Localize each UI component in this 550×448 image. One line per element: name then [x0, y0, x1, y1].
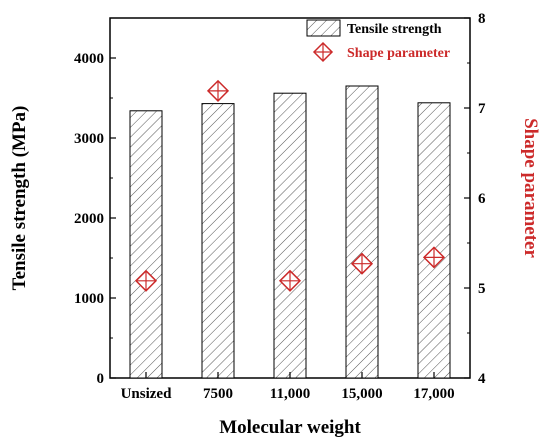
- point-group: [134, 79, 446, 292]
- x-tick-label-4: 17,000: [413, 386, 454, 402]
- bar-2: [273, 92, 307, 379]
- right-tick-label-3: 7: [478, 101, 486, 117]
- left-axis: 0 1000 2000 3000 4000: [74, 51, 116, 387]
- point-2: [278, 269, 302, 292]
- bar-4: [417, 102, 451, 379]
- left-tick-label-0: 0: [97, 371, 105, 387]
- right-tick-label-1: 5: [478, 281, 486, 297]
- legend-label-tensile-strength: Tensile strength: [347, 22, 442, 37]
- legend-marker-shape-parameter: [312, 41, 334, 63]
- point-3: [350, 252, 374, 275]
- bar-1: [201, 103, 235, 379]
- x-tick-label-2: 11,000: [270, 386, 310, 402]
- legend: Tensile strength Shape parameter: [306, 19, 450, 63]
- point-1: [206, 79, 230, 102]
- x-tick-label-3: 15,000: [341, 386, 382, 402]
- bar-group: [129, 85, 451, 379]
- bar-3: [345, 85, 379, 379]
- x-axis: Unsized 7500 11,000 15,000 17,000: [121, 372, 455, 402]
- left-tick-label-1: 1000: [74, 291, 104, 307]
- point-0: [134, 269, 158, 292]
- x-tick-label-0: Unsized: [121, 386, 172, 402]
- legend-label-shape-parameter: Shape parameter: [347, 46, 450, 61]
- left-tick-label-2: 2000: [74, 211, 104, 227]
- legend-swatch-tensile-strength: [306, 19, 341, 37]
- bar-0: [129, 110, 163, 379]
- point-4: [422, 246, 446, 269]
- y-axis-label-right: Shape parameter: [520, 118, 541, 258]
- x-tick-label-1: 7500: [203, 386, 233, 402]
- left-tick-label-4: 4000: [74, 51, 104, 67]
- right-tick-label-0: 4: [478, 371, 486, 387]
- left-tick-label-3: 3000: [74, 131, 104, 147]
- right-tick-label-2: 6: [478, 191, 486, 207]
- y-axis-label: Tensile strength (MPa): [9, 106, 30, 291]
- right-tick-label-4: 8: [478, 11, 486, 27]
- x-axis-label: Molecular weight: [219, 417, 361, 438]
- right-axis: 4 5 6 7 8: [464, 11, 486, 387]
